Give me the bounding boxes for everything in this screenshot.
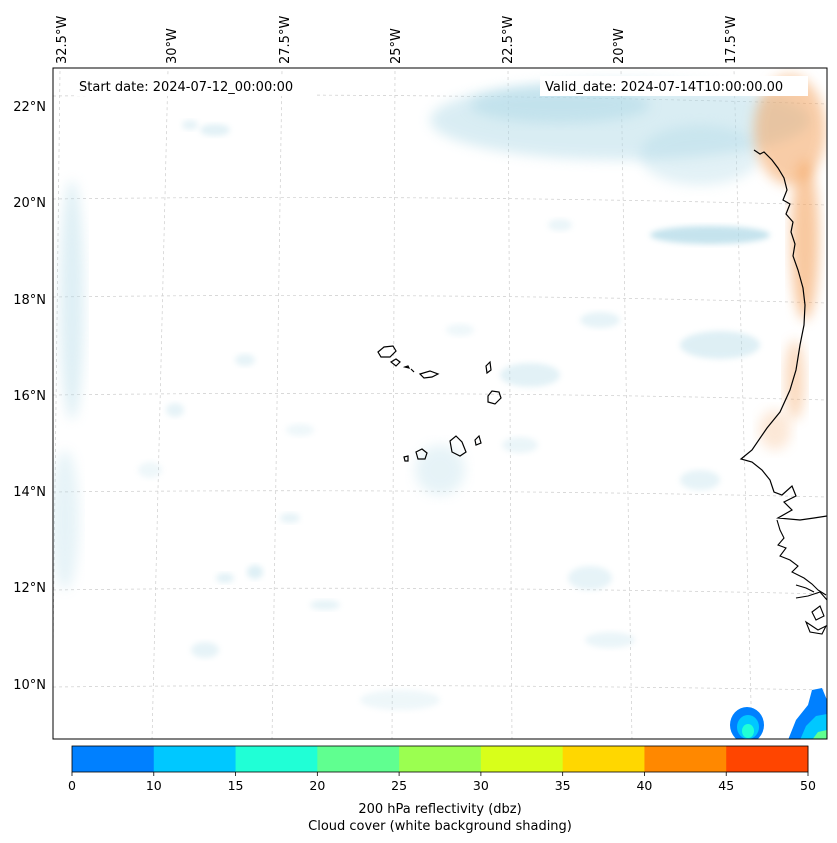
colorbar-tick-label-5: 30 xyxy=(473,778,489,793)
colorbar-tick-label-9: 50 xyxy=(800,778,816,793)
lat-label-14n: 14°N xyxy=(13,485,46,500)
island-brava xyxy=(403,455,409,462)
lon-label-27-5w: 27.5°W xyxy=(278,16,293,64)
lon-label-32-5w: 32.5°W xyxy=(55,16,70,64)
colorbar-segment-7 xyxy=(644,746,727,772)
lat-label-20n: 20°N xyxy=(13,196,46,211)
colorbar-border xyxy=(71,745,809,773)
lon-label-20w: 20°W xyxy=(612,28,627,64)
island-maio xyxy=(474,434,482,446)
colorbar-subtitle: Cloud cover (white background shading) xyxy=(308,819,572,834)
map-frame xyxy=(52,67,828,740)
colorbar-segment-4 xyxy=(399,746,482,772)
colorbar-segment-3 xyxy=(317,746,400,772)
lat-label-22n: 22°N xyxy=(13,100,46,115)
island-sao-nicolau xyxy=(418,370,440,379)
colorbar-segment-5 xyxy=(480,746,564,772)
lat-label-16n: 16°N xyxy=(13,389,46,404)
start-date-box xyxy=(74,76,314,96)
lon-label-25w: 25°W xyxy=(389,28,404,64)
island-fogo xyxy=(415,448,428,460)
valid-date-label: Valid_date: 2024-07-14T10:00:00.00 xyxy=(545,80,783,95)
island-sao-vicente xyxy=(389,358,401,367)
island-boa-vista xyxy=(487,390,502,405)
warm-shading xyxy=(754,75,826,450)
colorbar-tick-label-6: 35 xyxy=(555,778,571,793)
colorbar-segment-1 xyxy=(153,746,237,772)
africa-coastline xyxy=(739,149,827,521)
lon-label-22-5w: 22.5°W xyxy=(501,16,516,64)
lon-label-30w: 30°W xyxy=(165,28,180,64)
island-sal xyxy=(485,360,492,375)
colorbar-tick-label-4: 25 xyxy=(391,778,407,793)
colorbar-tick-label-7: 40 xyxy=(636,778,652,793)
colorbar-title: 200 hPa reflectivity (dbz) xyxy=(358,802,521,817)
colorbar-tick-label-8: 45 xyxy=(718,778,734,793)
island-santa-luzia xyxy=(402,365,411,369)
colorbar-segment-0 xyxy=(72,746,155,772)
colorbar-segment-2 xyxy=(235,746,318,772)
island-santo-antao xyxy=(377,345,397,358)
island-islets xyxy=(410,368,415,373)
lat-label-10n: 10°N xyxy=(13,678,46,693)
island-santiago xyxy=(449,435,467,457)
reflectivity-cells xyxy=(730,688,827,739)
lat-label-18n: 18°N xyxy=(13,293,46,308)
colorbar-segment-6 xyxy=(562,746,645,772)
valid-date-box xyxy=(540,76,808,96)
colorbar-tick-label-0: 0 xyxy=(68,778,76,793)
start-date-label: Start date: 2024-07-12_00:00:00 xyxy=(79,80,293,95)
guinea-bissau-coast xyxy=(795,584,827,635)
lon-label-17-5w: 17.5°W xyxy=(724,16,739,64)
colorbar-segment-8 xyxy=(726,746,809,772)
cape-verde-islands xyxy=(377,345,502,462)
colorbar-tick-label-2: 15 xyxy=(228,778,244,793)
colorbar: 0 10 15 20 25 30 35 40 45 50 xyxy=(68,745,816,793)
colorbar-tick-label-3: 20 xyxy=(309,778,325,793)
lat-label-12n: 12°N xyxy=(13,581,46,596)
gambia-senegal-coast xyxy=(776,519,827,596)
colorbar-tick-label-1: 10 xyxy=(146,778,162,793)
